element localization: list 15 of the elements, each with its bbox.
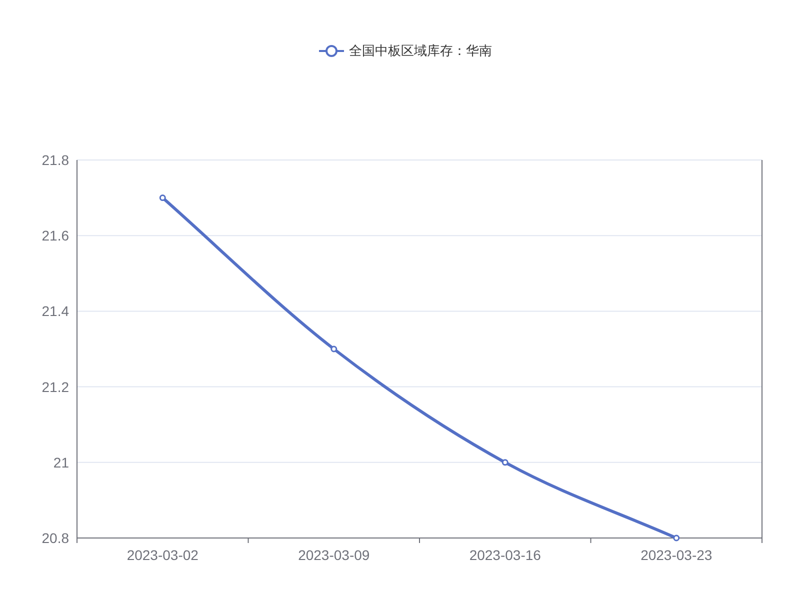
- y-tick-label: 21.2: [42, 378, 70, 395]
- y-tick-label: 20.8: [42, 530, 70, 546]
- point: [502, 459, 508, 466]
- x-tick-label: 2023-03-02: [126, 547, 199, 563]
- point: [673, 534, 680, 542]
- y-tick-label: 21: [53, 454, 70, 470]
- y-tick-label: 21.6: [42, 228, 70, 244]
- point: [159, 194, 166, 202]
- x-tick-label: 2023-03-16: [469, 547, 542, 563]
- x-tick-label: 2023-03-09: [298, 547, 370, 563]
- point: [330, 346, 338, 352]
- legend-label: 全国中板区域库存：华南: [349, 43, 492, 58]
- y-tick-label: 21.8: [42, 152, 70, 168]
- x-tick-label: 2023-03-23: [640, 547, 712, 563]
- y-tick-label: 21.4: [42, 303, 70, 320]
